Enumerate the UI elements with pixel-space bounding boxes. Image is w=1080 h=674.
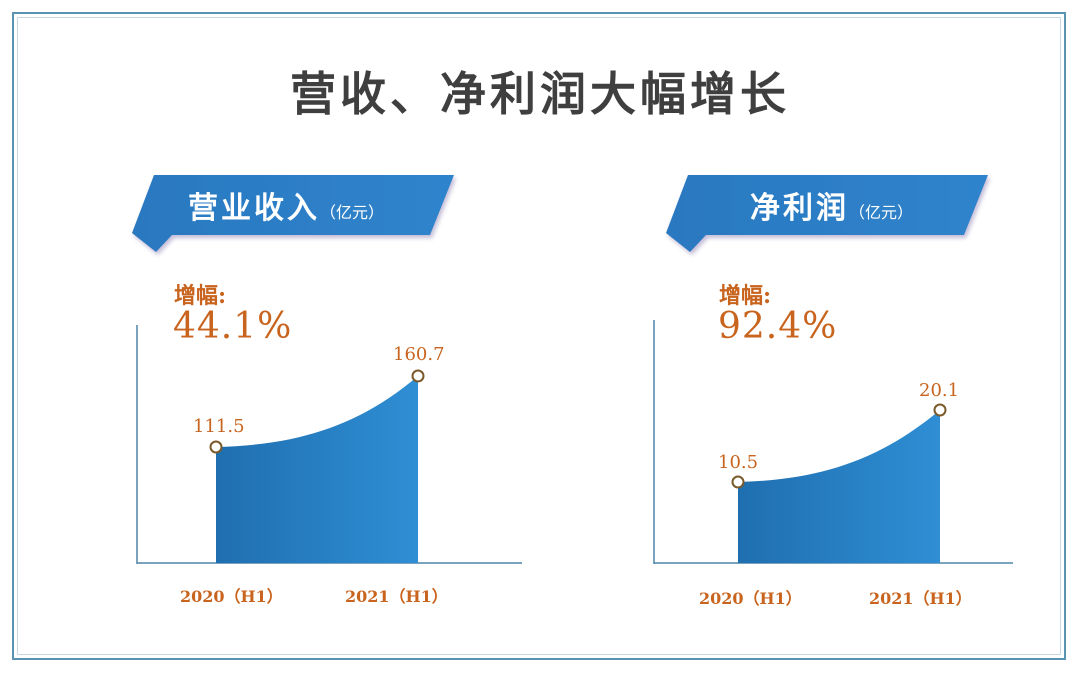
ribbon-shape-icon [666,175,988,252]
revenue-growth-label: 增幅: [174,283,227,309]
revenue-growth-value: 44.1% [173,306,293,347]
page-title: 营收、净利润大幅增长 [290,67,790,121]
revenue-value-2020: 111.5 [193,416,245,437]
profit-category-2020: 2020（H1） [699,589,802,608]
profit-ribbon-title: 净利润（亿元） [750,191,914,226]
revenue-category-2021: 2021（H1） [345,587,448,606]
profit-value-2021: 20.1 [919,380,960,401]
profit-value-2020: 10.5 [718,452,759,473]
inner-frame [17,17,1061,655]
profit-category-2021: 2021（H1） [869,589,972,608]
ribbon-shape-icon [132,175,454,252]
revenue-category-2020: 2020（H1） [180,587,283,606]
profit-growth-label: 增幅: [719,283,772,309]
profit-ribbon: 净利润（亿元） [660,170,1000,260]
revenue-value-2021: 160.7 [393,344,445,365]
outer-frame [12,12,1066,660]
revenue-ribbon-title: 营业收入（亿元） [188,191,385,226]
revenue-ribbon: 营业收入（亿元） [126,170,466,260]
profit-growth-value: 92.4% [718,306,838,347]
